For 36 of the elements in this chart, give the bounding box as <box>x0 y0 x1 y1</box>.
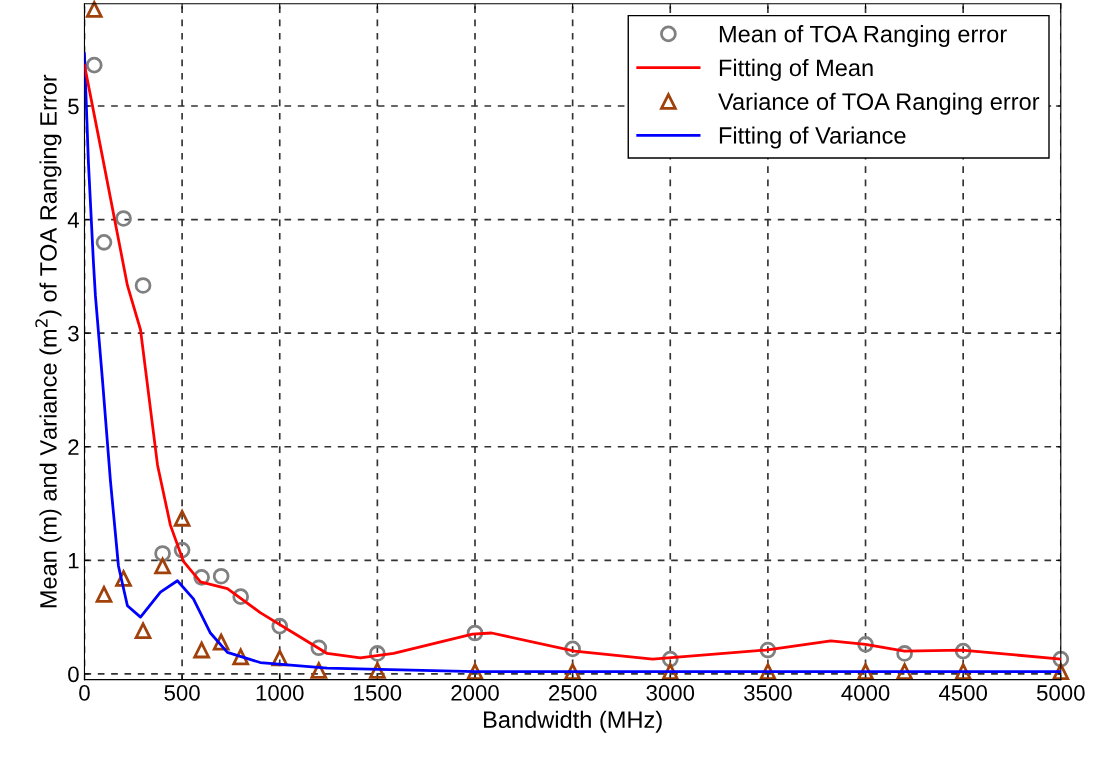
point <box>212 567 230 585</box>
point <box>193 641 210 659</box>
point <box>896 645 913 662</box>
point <box>1052 663 1070 680</box>
legend-label: Variance of TOA Ranging error <box>718 92 1040 115</box>
point <box>95 586 113 603</box>
legend-label: Fitting of Mean <box>719 58 873 81</box>
point <box>134 622 152 640</box>
y-tick-label: 5 <box>68 98 79 115</box>
x-tick-label: 4000 <box>841 685 890 701</box>
x-axis-title: Bandwidth (MHz) <box>484 710 662 733</box>
x-tick-label: 2000 <box>451 685 499 701</box>
x-tick-label: 3000 <box>646 685 695 701</box>
x-tick-label: 2500 <box>549 685 597 701</box>
x-tick-label: 3500 <box>744 685 792 701</box>
legend-label: Mean of TOA Ranging error <box>719 25 1007 48</box>
point <box>85 1 103 18</box>
y-tick-label: 4 <box>67 212 79 228</box>
y-tick-label: 3 <box>68 325 79 342</box>
legend-label: Fitting of Variance <box>719 126 906 149</box>
point <box>95 233 113 251</box>
point <box>134 277 152 294</box>
point <box>154 557 171 575</box>
y-tick-label: 0 <box>68 666 79 683</box>
x-tick-label: 0 <box>79 685 90 701</box>
x-tick-label: 500 <box>164 685 200 701</box>
x-tick-label: 1000 <box>256 685 304 701</box>
y-tick-label: 2 <box>68 439 79 455</box>
point <box>173 509 191 527</box>
x-tick-label: 1500 <box>354 685 402 701</box>
point <box>85 56 103 74</box>
y-axis-title: Mean (m) and Variance (m$^{2}$) of TOA Ranging Error <box>35 74 62 608</box>
x-tick-label: 5000 <box>1036 685 1085 701</box>
x-tick-label: 4500 <box>938 685 988 701</box>
y-tick-label: 1 <box>68 553 79 569</box>
point <box>115 210 132 227</box>
